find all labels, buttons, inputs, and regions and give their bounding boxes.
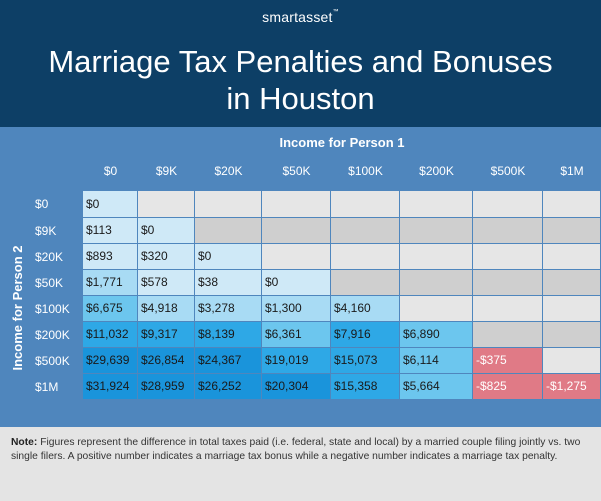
table-cell: -$825 [473, 374, 542, 399]
column-header: $50K [282, 164, 311, 178]
column-axis-label: Income for Person 1 [279, 135, 405, 150]
table-cell [543, 191, 600, 217]
row-header: $1M [35, 380, 59, 394]
table-cell: $9,317 [138, 322, 194, 347]
table-cell: $0 [83, 191, 137, 217]
row-header: $100K [35, 302, 70, 316]
row-header: $50K [35, 276, 64, 290]
table-cell [543, 244, 600, 269]
table-cell: $4,918 [138, 296, 194, 321]
table-cell: $5,664 [400, 374, 472, 399]
column-header: $200K [419, 164, 454, 178]
table-cell [331, 218, 399, 243]
table-cell [262, 191, 330, 217]
table-cell [138, 191, 194, 217]
header-banner: smartasset™ Marriage Tax Penalties and B… [0, 0, 601, 127]
table-cell [195, 191, 261, 217]
table-cell: -$1,275 [543, 374, 600, 399]
row-header: $200K [35, 328, 70, 342]
table-cell [473, 191, 542, 217]
table-cell [473, 244, 542, 269]
table-cell: $26,854 [138, 348, 194, 373]
table-cell [400, 244, 472, 269]
table-cell: $6,675 [83, 296, 137, 321]
table-cell [543, 348, 600, 373]
brand-logo: smartasset™ [0, 9, 601, 25]
row-header: $500K [35, 354, 70, 368]
table-cell: $893 [83, 244, 137, 269]
column-header: $0 [103, 164, 118, 178]
table-cell [400, 218, 472, 243]
footnote-text: Figures represent the difference in tota… [11, 437, 581, 462]
table-cell: $7,916 [331, 322, 399, 347]
table-cell: $6,114 [400, 348, 472, 373]
table-cell [473, 322, 542, 347]
table-cell: $24,367 [195, 348, 261, 373]
row-header: $0 [35, 197, 49, 211]
table-cell: $15,073 [331, 348, 399, 373]
table-cell: $3,278 [195, 296, 261, 321]
table-cell: $38 [195, 270, 261, 295]
table-cell [400, 270, 472, 295]
table-cell: $29,639 [83, 348, 137, 373]
table-cell: $11,032 [83, 322, 137, 347]
table-cell: $1,771 [83, 270, 137, 295]
title-line-1: Marriage Tax Penalties and Bonuses [48, 44, 553, 79]
table-cell [195, 218, 261, 243]
column-header: $20K [214, 164, 243, 178]
column-header: $9K [155, 164, 178, 178]
table-cell [543, 296, 600, 321]
table-cell: $26,252 [195, 374, 261, 399]
table-cell: $1,300 [262, 296, 330, 321]
table-cell [473, 270, 542, 295]
table-cell: $8,139 [195, 322, 261, 347]
table-cell [473, 296, 542, 321]
table-cell [262, 218, 330, 243]
title-line-2: in Houston [226, 81, 375, 116]
row-header: $20K [35, 250, 64, 264]
table-cell: -$375 [473, 348, 542, 373]
table-cell [400, 296, 472, 321]
table-cell [262, 244, 330, 269]
footnote: Note: Figures represent the difference i… [0, 427, 601, 501]
table-cell: $28,959 [138, 374, 194, 399]
table-cell [543, 322, 600, 347]
column-header: $1M [560, 164, 584, 178]
column-header: $500K [490, 164, 526, 178]
brand-name: smartasset [262, 9, 333, 25]
table-cell [331, 191, 399, 217]
table-cell: $578 [138, 270, 194, 295]
brand-trademark: ™ [332, 9, 339, 15]
table-cell [543, 218, 600, 243]
table-cell [331, 244, 399, 269]
table-cell: $6,890 [400, 322, 472, 347]
table-cell: $31,924 [83, 374, 137, 399]
table-cell: $320 [138, 244, 194, 269]
row-header: $9K [35, 224, 57, 238]
table-cell: $15,358 [331, 374, 399, 399]
table-cell: $0 [195, 244, 261, 269]
table-cell: $6,361 [262, 322, 330, 347]
table-cell [400, 191, 472, 217]
row-axis-label: Income for Person 2 [10, 245, 25, 371]
column-header: $100K [348, 164, 383, 178]
table-cell: $19,019 [262, 348, 330, 373]
table-cell [543, 270, 600, 295]
table-cell: $0 [138, 218, 194, 243]
table-cell: $4,160 [331, 296, 399, 321]
table-cell: $113 [83, 218, 137, 243]
table-cell: $0 [262, 270, 330, 295]
footnote-label: Note: [11, 437, 38, 448]
table-cell: $20,304 [262, 374, 330, 399]
table-cell [331, 270, 399, 295]
table-cell [473, 218, 542, 243]
